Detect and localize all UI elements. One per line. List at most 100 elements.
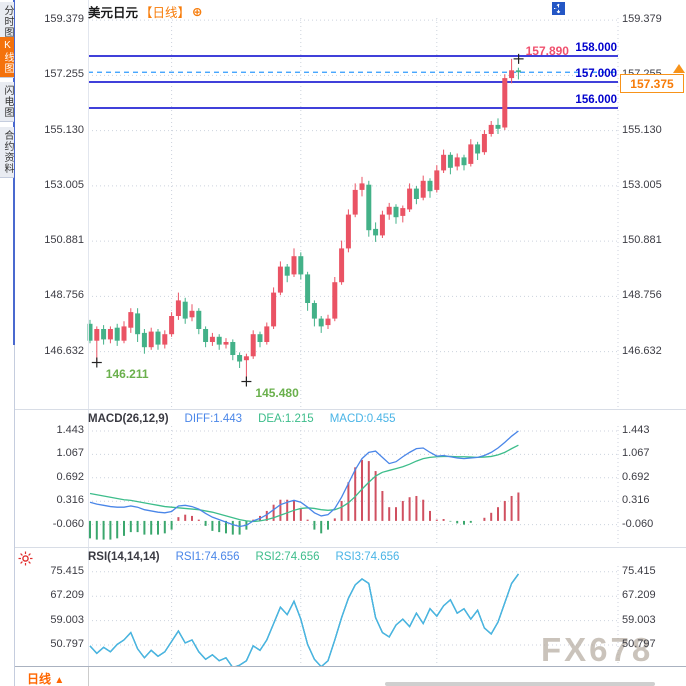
macd-axis-tick-right: 1.067 bbox=[622, 447, 650, 460]
candle bbox=[454, 157, 460, 167]
macd-axis-tick-left: -0.060 bbox=[52, 517, 84, 530]
high-price-label: 157.890 bbox=[525, 43, 569, 58]
candle bbox=[488, 124, 494, 134]
candle bbox=[135, 313, 141, 335]
panel-separator-rsi bbox=[14, 547, 686, 548]
sidebar-item-contract-info[interactable]: 合约资料 bbox=[0, 127, 14, 178]
candle bbox=[352, 189, 358, 215]
candle bbox=[298, 256, 304, 275]
rsi-axis-tick-left: 75.415 bbox=[50, 564, 84, 577]
candle bbox=[243, 356, 249, 361]
price-axis-tick-left: 157.255 bbox=[44, 68, 84, 81]
macd-hist-value: MACD:0.455 bbox=[329, 413, 396, 425]
candle bbox=[345, 214, 351, 249]
price-axis-tick-left: 155.130 bbox=[44, 123, 84, 136]
candle bbox=[332, 282, 338, 319]
rsi-axis-tick-right: 75.415 bbox=[622, 564, 656, 577]
rsi1-value: RSI1:74.656 bbox=[175, 551, 240, 563]
macd-title: MACD(26,12,9) bbox=[88, 413, 169, 425]
candle bbox=[230, 342, 236, 355]
current-price-box[interactable]: 157.375 bbox=[620, 74, 684, 93]
candle bbox=[237, 355, 243, 362]
candle bbox=[413, 188, 419, 199]
candle bbox=[515, 70, 521, 73]
export-window-icon[interactable] bbox=[552, 2, 565, 15]
candle bbox=[325, 318, 331, 326]
candle bbox=[495, 124, 501, 129]
candle bbox=[223, 342, 229, 345]
horizontal-scrollbar[interactable] bbox=[385, 682, 655, 686]
sidebar-active-edge bbox=[13, 0, 15, 345]
price-up-arrow-icon bbox=[673, 64, 685, 73]
candle bbox=[162, 334, 168, 345]
candle bbox=[311, 303, 317, 319]
rsi-title: RSI(14,14,14) bbox=[88, 551, 160, 563]
sidebar-item-tick-chart[interactable]: 分时图 bbox=[0, 2, 14, 42]
price-axis-tick-left: 153.005 bbox=[44, 178, 84, 191]
period-tab-label: 日线 bbox=[27, 672, 52, 686]
candle bbox=[107, 329, 113, 340]
macd-axis-tick-right: 0.692 bbox=[622, 470, 650, 483]
candle bbox=[339, 248, 345, 283]
indicator-hot-icon[interactable] bbox=[18, 551, 33, 566]
indicator-add-icon[interactable]: ⊕ bbox=[192, 5, 203, 19]
candle bbox=[400, 208, 406, 216]
rsi-legend: RSI(14,14,14) RSI1:74.656 RSI2:74.656 RS… bbox=[88, 551, 399, 563]
candle bbox=[318, 318, 324, 327]
price-axis-tick-left: 148.756 bbox=[44, 289, 84, 302]
macd-dea-value: DEA:1.215 bbox=[258, 413, 314, 425]
low-price-label: 146.211 bbox=[105, 366, 149, 381]
candle bbox=[257, 334, 263, 342]
candle bbox=[502, 78, 508, 128]
chart-header: 美元日元 【日线】 ⊕ bbox=[88, 2, 203, 21]
level-line-label: 156.000 bbox=[575, 94, 617, 106]
macd-axis-tick-left: 1.067 bbox=[56, 447, 84, 460]
candle bbox=[264, 326, 270, 342]
sidebar-item-flash-chart[interactable]: 闪电图 bbox=[0, 82, 14, 122]
macd-axis-tick-right: -0.060 bbox=[622, 517, 654, 530]
price-axis-tick-right: 150.881 bbox=[622, 234, 662, 247]
price-axis-tick-left: 159.379 bbox=[44, 13, 84, 26]
macd-diff-line bbox=[89, 430, 519, 528]
candle bbox=[141, 332, 147, 348]
candle bbox=[366, 184, 372, 231]
macd-axis-tick-left: 0.316 bbox=[56, 494, 84, 507]
macd-axis-tick-left: 0.692 bbox=[56, 470, 84, 483]
period-tag: 【日线】 bbox=[140, 6, 191, 20]
price-axis-tick-right: 153.005 bbox=[622, 178, 662, 191]
rsi3-line bbox=[89, 573, 519, 669]
candle bbox=[182, 301, 188, 319]
price-axis-tick-right: 148.756 bbox=[622, 289, 662, 302]
candle bbox=[475, 144, 481, 154]
period-tab-daily[interactable]: 日线 ▲ bbox=[27, 670, 64, 686]
candle bbox=[87, 323, 93, 341]
symbol-title: 美元日元 bbox=[88, 6, 139, 20]
candle bbox=[359, 183, 365, 190]
macd-axis-tick-right: 1.443 bbox=[622, 424, 650, 436]
macd-axis-tick-right: 0.316 bbox=[622, 494, 650, 507]
candle bbox=[128, 312, 134, 328]
rsi-axis-tick-left: 59.003 bbox=[50, 613, 84, 626]
candle bbox=[407, 188, 413, 210]
sidebar-item-kline-chart[interactable]: K线图 bbox=[0, 37, 14, 78]
candle bbox=[468, 144, 474, 164]
rsi-axis-tick-right: 50.797 bbox=[622, 638, 656, 650]
candle bbox=[250, 334, 256, 357]
candle bbox=[305, 274, 311, 303]
candle bbox=[155, 331, 161, 345]
candle bbox=[169, 316, 175, 335]
candle bbox=[216, 336, 222, 345]
candle bbox=[461, 157, 467, 166]
candle bbox=[441, 154, 447, 171]
candlestick-plot[interactable] bbox=[87, 58, 521, 382]
candle bbox=[277, 266, 283, 293]
low-price-label: 145.480 bbox=[255, 385, 299, 400]
rsi-axis-tick-left: 50.797 bbox=[50, 638, 84, 650]
bottom-divider bbox=[88, 667, 89, 686]
panel-separator-macd bbox=[14, 409, 686, 410]
price-axis-tick-left: 150.881 bbox=[44, 234, 84, 247]
price-axis-tick-left: 146.632 bbox=[44, 344, 84, 357]
price-axis-tick-right: 155.130 bbox=[622, 123, 662, 136]
